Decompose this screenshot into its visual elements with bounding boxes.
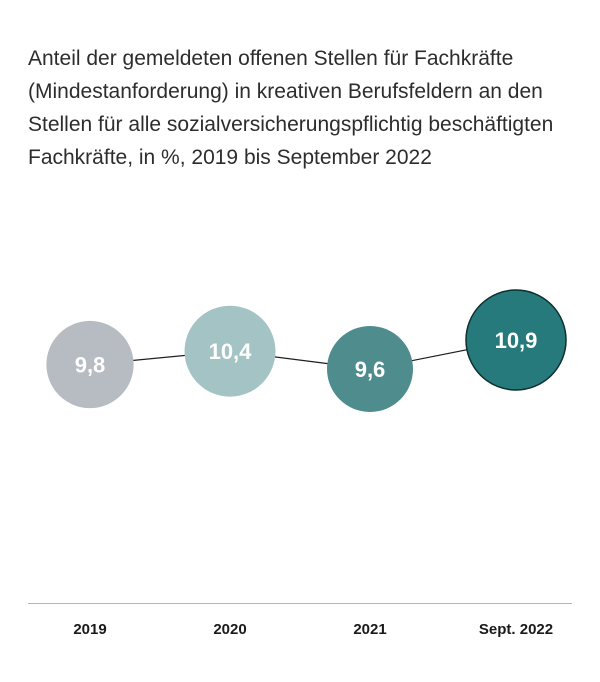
data-bubble-2021 [327, 326, 413, 412]
data-label: 10,4 [209, 339, 253, 364]
chart-title: Anteil der gemeldeten offenen Stellen fü… [28, 47, 554, 169]
data-bubble-2020 [184, 305, 276, 397]
data-label: 9,8 [75, 353, 106, 378]
connector-lines [89, 339, 517, 370]
x-tick-label: 2020 [213, 621, 246, 638]
x-axis-tick-labels: 2019 2020 2021 Sept. 2022 [73, 621, 553, 638]
data-bubbles [46, 289, 567, 412]
x-tick-label: 2021 [353, 621, 386, 638]
data-bubble-sept-2022 [465, 289, 567, 391]
data-labels: 9,8 10,4 9,6 10,9 [75, 328, 538, 382]
data-bubble-2019 [46, 320, 134, 409]
data-label: 9,6 [355, 357, 386, 382]
x-tick-label: 2019 [73, 621, 106, 638]
x-tick-label: Sept. 2022 [479, 621, 553, 638]
data-label: 10,9 [495, 328, 538, 353]
